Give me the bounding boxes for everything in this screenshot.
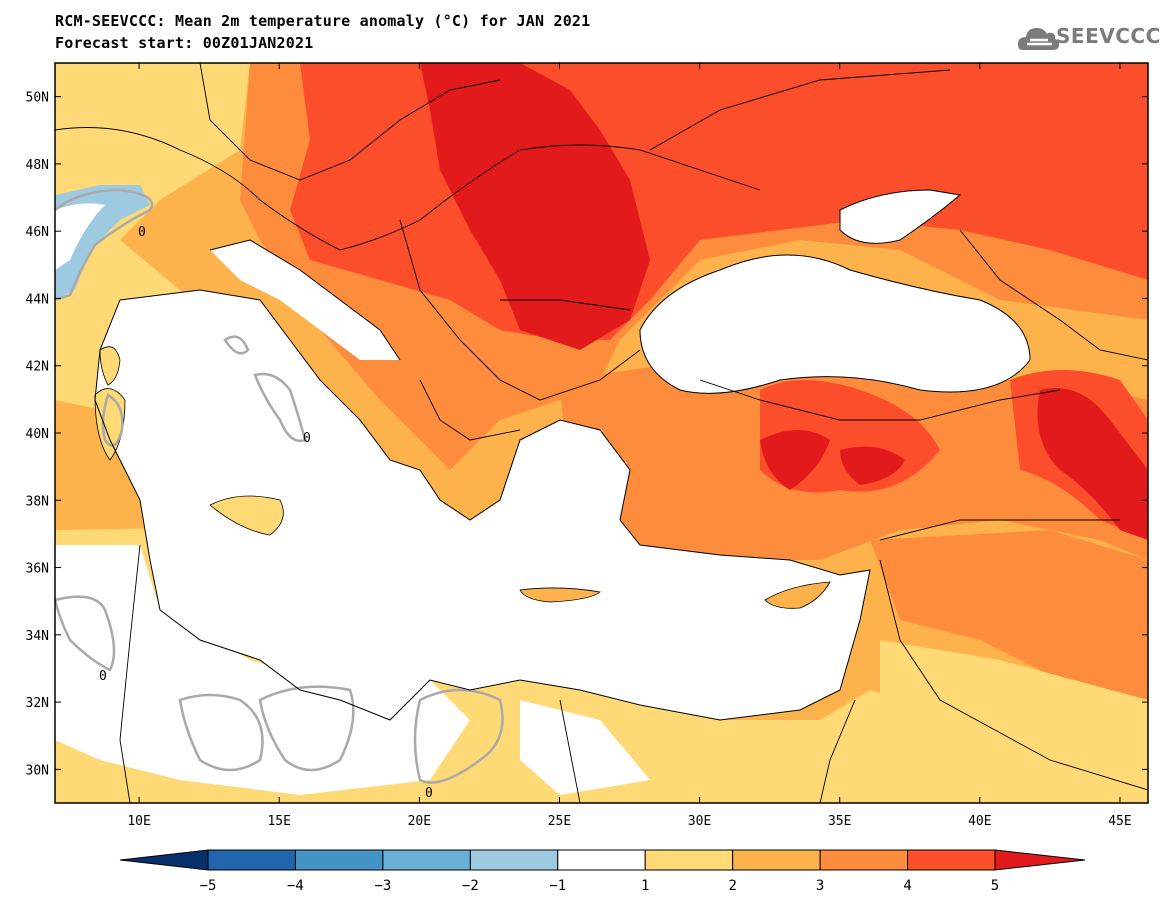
corsica-island (99, 346, 121, 386)
anatolia-hotspot-2-over-5 (840, 446, 905, 485)
latitude-axis: 50N 48N 46N 44N 42N 40N 38N 36N 34N 32N 30N (26, 91, 1148, 778)
colorbar-segment (207, 849, 296, 871)
lat-tick-label: 42N (26, 360, 49, 375)
contour-label: 0 (99, 669, 107, 684)
cyprus-island (764, 581, 831, 609)
colorbar-label: 1 (641, 878, 649, 894)
forecast-start-subtitle: Forecast start: 00Z01JAN2021 (55, 34, 314, 52)
zero-anomaly-contours (55, 188, 504, 784)
arabia-anomaly-1-2 (880, 640, 1148, 803)
colorbar-label: 2 (728, 878, 736, 894)
pannonia-romania-anomaly-over-5 (420, 63, 650, 350)
lon-tick-label: 10E (127, 814, 150, 829)
lon-tick-label: 40E (968, 814, 991, 829)
east-turkey-anomaly-over-5 (1037, 388, 1148, 540)
lat-tick-label: 36N (26, 562, 49, 577)
colorbar-segment (644, 849, 734, 871)
sicily-island (209, 495, 284, 536)
lat-tick-label: 46N (26, 225, 49, 240)
black-sea (640, 255, 1030, 394)
contour-label: 0 (138, 225, 146, 240)
colorbar-segment (907, 849, 996, 871)
north-africa-anomaly-near-zero (55, 545, 470, 795)
colorbar-segment (732, 849, 821, 871)
map-plot-area: 0 0 0 0 (55, 63, 1148, 803)
country-borders (55, 63, 1148, 803)
colorbar-label: 3 (816, 878, 824, 894)
colorbar-segment (557, 849, 646, 871)
lon-tick-label: 45E (1108, 814, 1131, 829)
egypt-anomaly-near-zero (520, 700, 650, 795)
lat-tick-label: 50N (26, 91, 49, 106)
colorbar-segment (294, 849, 384, 871)
coastlines (94, 189, 1031, 721)
lat-tick-label: 40N (26, 427, 49, 442)
contour-label: 0 (303, 431, 311, 446)
colorbar-label: −1 (549, 878, 566, 894)
lon-tick-label: 25E (548, 814, 571, 829)
lat-tick-label: 48N (26, 158, 49, 173)
colorbar-label: −5 (200, 878, 217, 894)
colorbar-label: −4 (287, 878, 304, 894)
map-title: RCM-SEEVCCC: Mean 2m temperature anomaly… (55, 12, 591, 30)
lat-tick-label: 44N (26, 292, 49, 307)
colorbar-segment (994, 849, 1086, 871)
lat-tick-label: 38N (26, 494, 49, 509)
adriatic-sea (210, 240, 400, 360)
alps-anomaly-near-zero (55, 203, 105, 270)
colorbar-segment (382, 849, 471, 871)
colorbar-segment (119, 849, 209, 871)
lon-tick-label: 15E (267, 814, 290, 829)
lon-tick-label: 30E (688, 814, 711, 829)
lat-tick-label: 32N (26, 696, 49, 711)
colorbar-label: 5 (991, 878, 999, 894)
lon-tick-label: 35E (828, 814, 851, 829)
seevccc-logo-cloud-icon (1018, 28, 1060, 50)
lat-tick-label: 30N (26, 763, 49, 778)
colorbar-segment (469, 849, 559, 871)
colorbar-label: −3 (374, 878, 391, 894)
syria-iraq-anomaly-3-4 (870, 530, 1148, 700)
colorbar-label: −2 (462, 878, 479, 894)
sea-of-azov (840, 190, 960, 244)
crete-island (519, 587, 601, 603)
lat-tick-label: 34N (26, 629, 49, 644)
colorbar: −5 −4 −3 −2 −1 1 2 3 4 5 (119, 849, 1086, 894)
longitude-axis: 10E 15E 20E 25E 30E 35E 40E 45E (127, 63, 1132, 829)
colorbar-segment (819, 849, 909, 871)
anatolia-hotspot-over-5 (760, 430, 830, 490)
mediterranean-sea (95, 290, 870, 720)
lon-tick-label: 20E (408, 814, 431, 829)
seevccc-logo-text: SEEVCCC (1056, 24, 1161, 48)
colorbar-label: 4 (903, 878, 911, 894)
contour-label: 0 (425, 786, 433, 801)
